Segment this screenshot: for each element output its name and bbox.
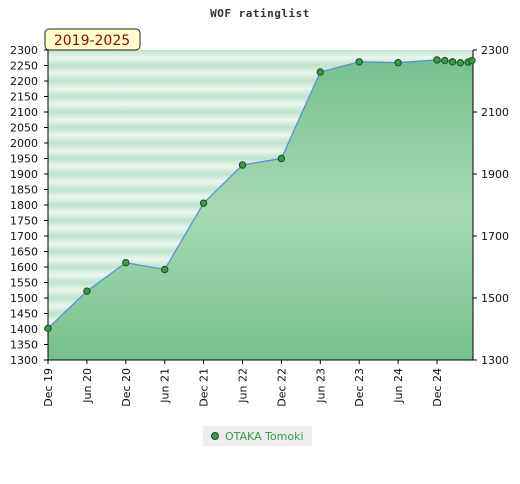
x-tick-label: Dec 23: [353, 368, 366, 407]
data-point: [277, 154, 286, 163]
series-area-fill: [48, 59, 473, 361]
y-tick-label-left: 1900: [10, 168, 38, 181]
data-point: [238, 161, 247, 169]
y-tick-label-left: 1850: [10, 184, 38, 197]
x-tick-label: Dec 24: [431, 368, 444, 407]
data-point: [316, 68, 324, 76]
period-badge-box: [44, 28, 141, 51]
data-point: [394, 59, 402, 67]
y-tick-label-left: 2000: [10, 137, 38, 150]
y-tick-label-left: 1350: [10, 339, 38, 352]
y-tick-label-left: 1500: [10, 292, 38, 305]
y-tick-label-right: 2300: [481, 44, 509, 57]
y-tick-label-left: 1450: [10, 308, 38, 321]
y-tick-label-left: 1600: [10, 261, 38, 274]
period-badge-label: 2019-2025: [54, 33, 130, 49]
x-tick-label: Dec 19: [42, 368, 55, 407]
y-tick-label-left: 1950: [10, 153, 38, 166]
data-point: [44, 324, 52, 333]
chart-title: WOF ratinglist: [210, 7, 310, 20]
y-tick-label-left: 2050: [10, 122, 38, 135]
series-points: [44, 56, 476, 333]
y-tick-label-left: 2250: [10, 60, 38, 73]
y-tick-label-left: 1750: [10, 215, 38, 228]
y-tick-label-left: 1400: [10, 323, 38, 336]
y-tick-label-right: 1300: [481, 354, 509, 367]
data-point: [161, 265, 169, 274]
data-point: [468, 56, 476, 65]
series-area: [47, 59, 474, 361]
y-tick-label-left: 2300: [10, 44, 38, 57]
data-point: [199, 199, 208, 207]
data-point: [456, 59, 465, 67]
y-tick-label-left: 1700: [10, 230, 38, 243]
y-tick-label-left: 2100: [10, 106, 38, 119]
period-badge: 2019-2025: [44, 28, 141, 51]
y-tick-label-left: 1800: [10, 199, 38, 212]
legend-label: OTAKA Tomoki: [225, 429, 304, 443]
x-tick-label: Jun 20: [81, 368, 94, 404]
y-tick-label-left: 1300: [10, 354, 38, 367]
y-tick-label-left: 2200: [10, 75, 38, 88]
data-point: [448, 58, 457, 66]
x-tick-label: Jun 24: [392, 368, 405, 404]
y-tick-label-right: 1500: [481, 292, 509, 305]
data-point: [122, 258, 130, 267]
data-point: [83, 287, 91, 295]
axes: 1300 1350 1400 1450 1500 1550 1600 1650 1700 1750…: [10, 44, 509, 407]
series-line: [47, 59, 474, 329]
x-tick-label: Dec 20: [120, 368, 133, 407]
x-tick-label: Dec 21: [198, 368, 211, 407]
x-tick-label: Jun 21: [159, 368, 172, 404]
y-tick-label-right: 2100: [481, 106, 509, 119]
y-tick-label-right: 1700: [481, 230, 509, 243]
data-point: [433, 56, 441, 64]
y-tick-label-right: 1900: [481, 168, 509, 181]
data-point: [355, 58, 363, 66]
data-point: [441, 56, 449, 65]
y-tick-label-left: 1650: [10, 246, 38, 259]
x-tick-label: Jun 22: [237, 368, 250, 404]
legend-marker-icon: [211, 432, 219, 440]
legend: OTAKA Tomoki: [203, 426, 312, 446]
y-tick-label-left: 1550: [10, 277, 38, 290]
x-tick-label: Dec 22: [275, 368, 288, 407]
x-tick-label: Jun 23: [314, 368, 327, 404]
y-tick-label-left: 2150: [10, 91, 38, 104]
